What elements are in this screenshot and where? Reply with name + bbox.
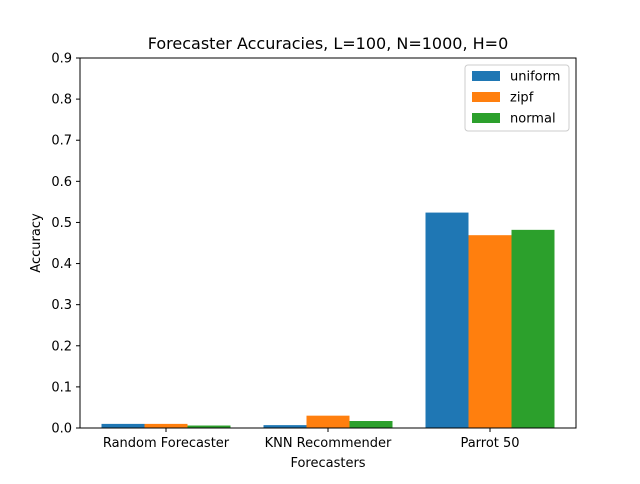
y-tick-label: 0.7 [51,134,72,149]
x-axis-ticks: Random Forecaster KNN Recommender Parrot 5… [103,428,520,451]
legend-swatch-uniform [472,71,500,81]
bar-zipf-2 [468,235,512,428]
y-tick-label: 0.1 [51,380,72,395]
plot-area-frame [79,57,577,429]
y-tick-label: 0.3 [51,298,72,313]
y-axis-ticks: 0.0 0.1 0.2 0.3 0.4 0.5 0.6 0.7 0.8 0.9 [51,52,80,437]
bar-zipf-1 [306,415,350,428]
y-tick-label: 0.2 [51,339,72,354]
x-tick-label: KNN Recommender [265,436,392,451]
x-tick-label: Random Forecaster [103,436,230,451]
legend-label-normal: normal [510,112,556,127]
y-tick-label: 0.4 [51,257,72,272]
bar-normal-2 [511,229,555,428]
y-tick-label: 0.8 [51,93,72,108]
legend-label-uniform: uniform [510,70,560,85]
bar-uniform-0 [101,423,145,428]
bars-group [101,212,555,428]
legend-label-zipf: zipf [510,91,534,106]
bar-uniform-1 [263,425,307,428]
legend-swatch-normal [472,113,500,123]
chart-title: Forecaster Accuracies, L=100, N=1000, H=… [148,34,509,53]
y-tick-label: 0.9 [51,52,72,67]
bar-zipf-0 [144,423,188,428]
bar-normal-1 [349,421,393,428]
y-axis-label: Accuracy [29,213,44,273]
y-tick-label: 0.0 [51,422,72,437]
x-tick-label: Parrot 50 [460,436,519,451]
bar-uniform-2 [425,212,469,428]
x-axis-label: Forecasters [290,456,365,471]
y-tick-label: 0.6 [51,175,72,190]
legend-swatch-zipf [472,92,500,102]
legend: uniform zipf normal [464,64,570,132]
y-tick-label: 0.5 [51,216,72,231]
bar-normal-0 [187,425,231,428]
